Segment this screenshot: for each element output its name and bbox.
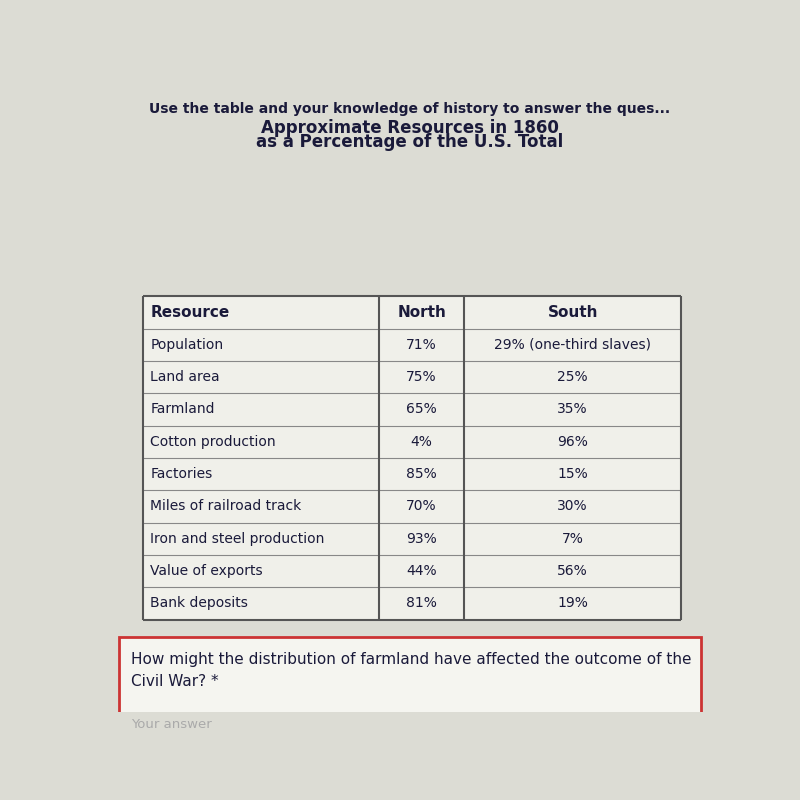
Text: Farmland: Farmland	[150, 402, 215, 416]
Bar	[142, 522, 682, 555]
Text: 71%: 71%	[406, 338, 437, 352]
Bar	[142, 490, 682, 522]
Text: Civil War? *: Civil War? *	[131, 674, 218, 689]
Text: 75%: 75%	[406, 370, 437, 384]
Text: Your answer: Your answer	[131, 718, 212, 731]
Bar	[142, 587, 682, 619]
Text: How might the distribution of farmland have affected the outcome of the: How might the distribution of farmland h…	[131, 652, 691, 667]
Text: 7%: 7%	[562, 532, 584, 546]
Text: 44%: 44%	[406, 564, 437, 578]
Text: 30%: 30%	[558, 499, 588, 514]
Text: North: North	[397, 305, 446, 320]
Text: 81%: 81%	[406, 597, 437, 610]
Bar	[142, 458, 682, 490]
Text: 56%: 56%	[558, 564, 588, 578]
Bar	[119, 637, 701, 737]
Text: 85%: 85%	[406, 467, 437, 481]
Text: Use the table and your knowledge of history to answer the ques...: Use the table and your knowledge of hist…	[150, 102, 670, 116]
Text: Land area: Land area	[150, 370, 220, 384]
Text: Miles of railroad track: Miles of railroad track	[150, 499, 302, 514]
Text: 35%: 35%	[558, 402, 588, 416]
Text: 25%: 25%	[558, 370, 588, 384]
Text: 93%: 93%	[406, 532, 437, 546]
Text: 29% (one-third slaves): 29% (one-third slaves)	[494, 338, 651, 352]
Text: Factories: Factories	[150, 467, 213, 481]
Text: Value of exports: Value of exports	[150, 564, 263, 578]
Bar	[142, 555, 682, 587]
Text: 96%: 96%	[558, 434, 588, 449]
Text: 65%: 65%	[406, 402, 437, 416]
Text: Resource: Resource	[150, 305, 230, 320]
Text: South: South	[547, 305, 598, 320]
Bar	[142, 329, 682, 361]
Bar	[142, 394, 682, 426]
Text: 70%: 70%	[406, 499, 437, 514]
Text: Cotton production: Cotton production	[150, 434, 276, 449]
Text: 4%: 4%	[410, 434, 433, 449]
Text: Approximate Resources in 1860: Approximate Resources in 1860	[261, 119, 559, 137]
Text: as a Percentage of the U.S. Total: as a Percentage of the U.S. Total	[256, 133, 564, 151]
Text: Bank deposits: Bank deposits	[150, 597, 248, 610]
Bar	[142, 296, 682, 329]
Text: 15%: 15%	[558, 467, 588, 481]
Bar	[142, 426, 682, 458]
Text: Iron and steel production: Iron and steel production	[150, 532, 325, 546]
Text: 19%: 19%	[558, 597, 588, 610]
Bar	[142, 361, 682, 394]
Text: Population: Population	[150, 338, 223, 352]
